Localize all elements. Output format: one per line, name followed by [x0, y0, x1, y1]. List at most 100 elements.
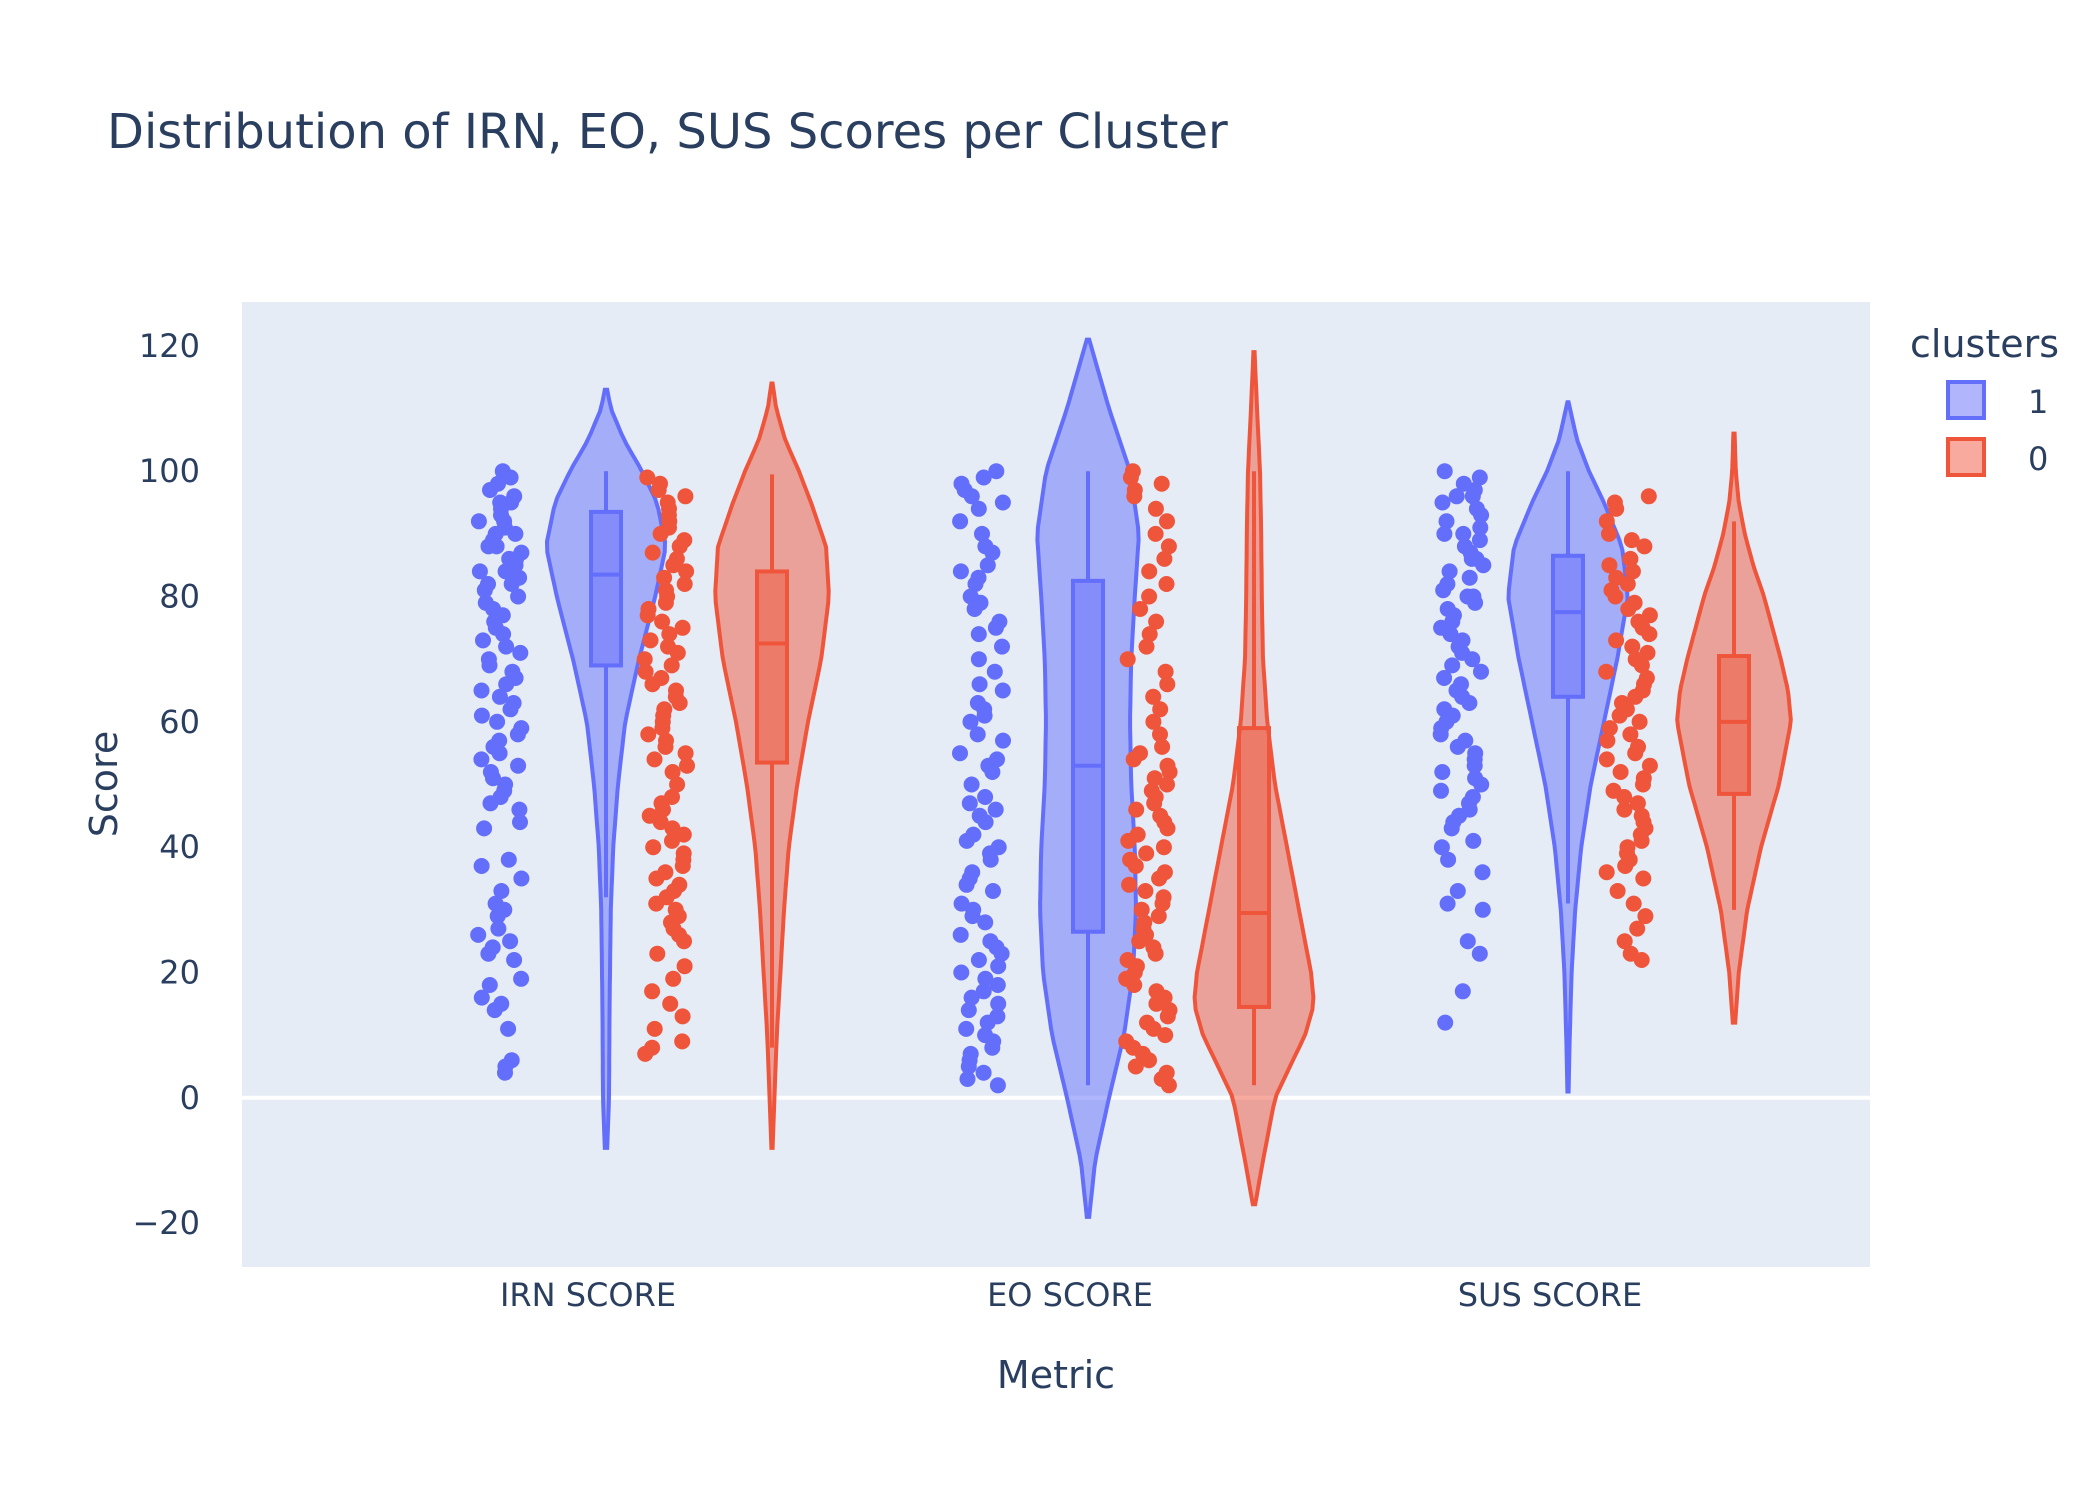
data-point — [975, 1064, 992, 1081]
data-point — [1598, 864, 1615, 881]
data-point — [1157, 663, 1174, 680]
data-point — [513, 970, 530, 987]
data-point — [664, 832, 680, 849]
data-point — [1159, 676, 1176, 693]
data-point — [977, 789, 994, 805]
data-point — [486, 1002, 503, 1019]
data-point — [1609, 883, 1626, 899]
data-point — [1454, 983, 1471, 1000]
data-point — [976, 707, 993, 724]
data-point — [1128, 801, 1145, 818]
data-point — [1433, 839, 1450, 856]
data-point — [482, 482, 498, 498]
x-axis-ticks: IRN SCORE EO SCORE SUS SCORE — [500, 1276, 1642, 1314]
data-point — [958, 1020, 975, 1037]
legend-item-1[interactable]: 1 — [1946, 380, 2048, 421]
data-point — [480, 945, 497, 962]
data-point — [960, 1058, 977, 1075]
data-point — [644, 544, 661, 561]
data-point — [509, 726, 526, 743]
data-point — [1599, 732, 1616, 749]
data-point — [676, 933, 692, 950]
data-point — [674, 1033, 691, 1050]
data-point — [510, 588, 527, 605]
box-iqr[interactable] — [1237, 726, 1271, 1009]
data-point — [636, 651, 653, 668]
data-point — [1622, 550, 1639, 567]
x-tick-label: EO SCORE — [987, 1276, 1153, 1314]
data-point — [970, 500, 987, 517]
data-point — [1126, 977, 1143, 993]
data-point — [1141, 1052, 1157, 1069]
y-tick-label: 60 — [159, 703, 200, 741]
box-iqr[interactable] — [755, 569, 789, 765]
data-point — [1473, 663, 1489, 680]
data-point — [510, 757, 527, 774]
data-point — [994, 682, 1011, 699]
legend[interactable]: clusters 10 — [1910, 322, 2059, 478]
violin-layer — [544, 337, 1793, 1219]
data-point — [1434, 494, 1451, 511]
data-point — [1119, 651, 1136, 668]
data-point — [1159, 1008, 1176, 1025]
data-point — [1141, 588, 1158, 605]
box-iqr[interactable] — [1071, 578, 1105, 934]
data-point — [990, 995, 1007, 1012]
data-point — [963, 989, 980, 1006]
chart-title: Distribution of IRN, EO, SUS Scores per … — [107, 104, 1228, 160]
data-point — [1159, 776, 1175, 793]
data-point — [1461, 695, 1478, 711]
data-point — [657, 594, 674, 611]
data-point — [1633, 832, 1650, 849]
data-point — [1616, 789, 1633, 805]
y-tick-label: 0 — [180, 1079, 200, 1117]
data-point — [1608, 632, 1625, 649]
data-point — [1612, 764, 1629, 780]
data-point — [650, 482, 667, 498]
data-point — [1147, 525, 1164, 542]
box-iqr[interactable] — [1717, 654, 1751, 796]
data-point — [1467, 594, 1484, 611]
data-point — [994, 638, 1010, 655]
data-point — [1471, 469, 1488, 486]
data-point — [1459, 933, 1476, 950]
data-point — [473, 682, 490, 699]
data-point — [493, 883, 510, 899]
data-point — [1435, 582, 1452, 599]
data-point — [1449, 738, 1466, 755]
data-point — [1471, 945, 1488, 962]
data-point — [1443, 820, 1460, 837]
box-iqr[interactable] — [589, 509, 623, 668]
y-tick-label: −20 — [132, 1204, 200, 1242]
box-iqr[interactable] — [1551, 553, 1585, 699]
data-point — [512, 644, 529, 661]
data-point — [676, 958, 693, 975]
data-point — [1152, 726, 1168, 743]
data-point — [665, 970, 682, 987]
data-point — [989, 977, 1006, 993]
data-point — [1601, 720, 1618, 737]
data-point — [1464, 651, 1481, 668]
data-point — [676, 576, 693, 592]
data-point — [1127, 858, 1144, 874]
data-point — [984, 764, 1001, 780]
data-point — [1148, 995, 1165, 1012]
data-point — [1159, 820, 1176, 837]
data-point — [1121, 876, 1138, 893]
data-point — [1639, 644, 1656, 661]
data-point — [1146, 770, 1163, 787]
data-point — [964, 908, 981, 925]
data-point — [491, 745, 508, 762]
data-point — [1629, 920, 1646, 937]
data-point — [502, 933, 519, 950]
data-point — [663, 657, 680, 674]
legend-item-0[interactable]: 0 — [1946, 437, 2048, 478]
data-point — [1160, 538, 1177, 555]
data-point — [952, 513, 969, 530]
data-point — [1151, 870, 1168, 887]
data-point — [1448, 488, 1465, 505]
data-point — [1127, 1058, 1144, 1075]
data-point — [489, 713, 506, 730]
data-point — [977, 914, 994, 931]
data-point — [959, 1071, 976, 1087]
